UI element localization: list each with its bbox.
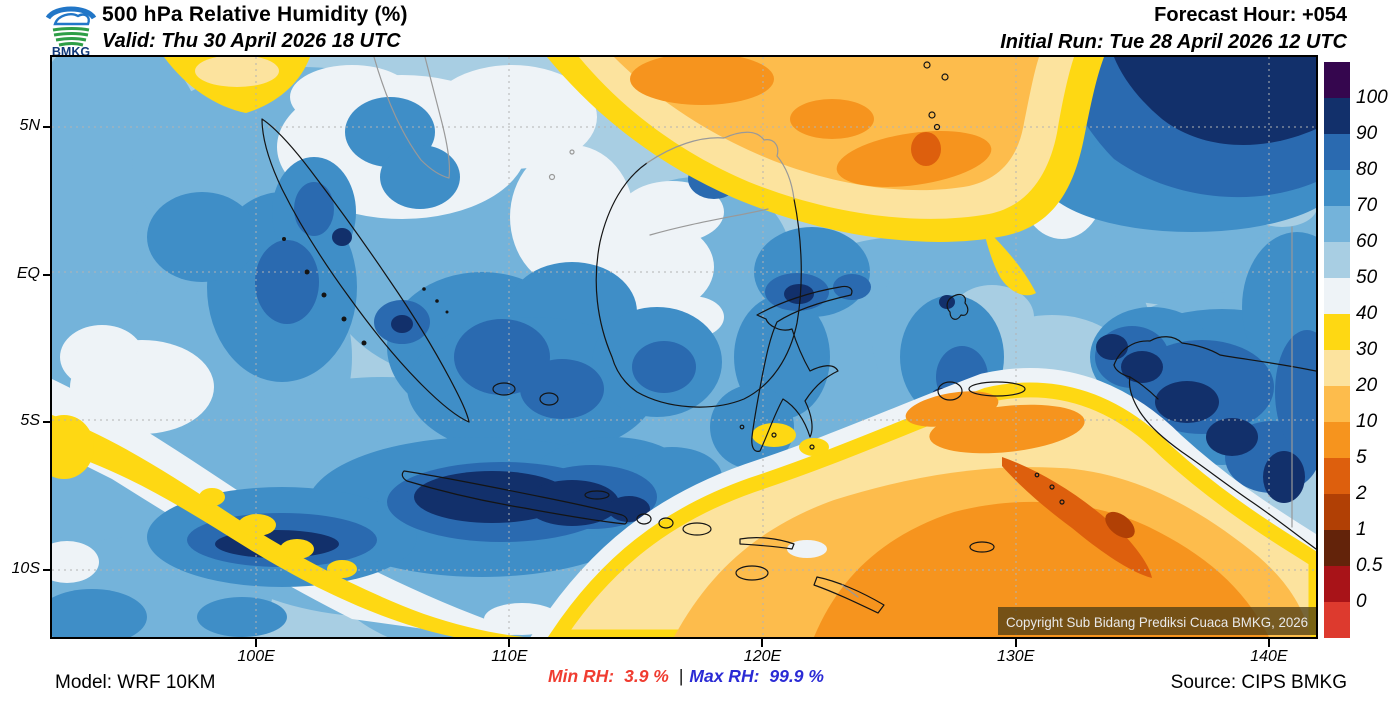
contour-fills bbox=[52, 57, 1316, 637]
coast-lombok bbox=[658, 517, 674, 529]
map-svg: Copyright Sub Bidang Prediksi Cuaca BMKG… bbox=[52, 57, 1316, 637]
coast-natuna bbox=[548, 149, 575, 181]
coast-sulawesi bbox=[751, 285, 853, 452]
lat-tick-label: 5S bbox=[20, 412, 40, 430]
colorbar-tick-label: 80 bbox=[1356, 159, 1378, 180]
border-timor bbox=[841, 584, 859, 598]
max-rh-label: Max RH: bbox=[689, 666, 760, 686]
coast-sumbawa bbox=[682, 522, 712, 536]
coast-islets-west-sumatra bbox=[282, 237, 449, 346]
coast-timor bbox=[813, 576, 885, 614]
page-title: 500 hPa Relative Humidity (%) bbox=[102, 3, 408, 26]
valid-time: Valid: Thu 30 April 2026 18 UTC bbox=[102, 30, 401, 52]
coast-flores bbox=[739, 537, 795, 550]
logo-waves bbox=[52, 27, 90, 47]
colorbar-segment bbox=[1324, 602, 1350, 638]
colorbar-tick-label: 70 bbox=[1356, 195, 1378, 216]
coast-buru bbox=[937, 381, 963, 401]
coast-papua-neck bbox=[1129, 376, 1159, 400]
colorbar-tick-label: 90 bbox=[1356, 123, 1378, 144]
coast-halmahera bbox=[946, 293, 969, 320]
initial-run: Initial Run: Tue 28 April 2026 12 UTC bbox=[1000, 31, 1347, 53]
coastlines bbox=[261, 57, 1316, 614]
lon-tick-mark bbox=[508, 639, 511, 647]
colorbar-segment bbox=[1324, 530, 1350, 566]
logo-cloud-arc bbox=[45, 6, 97, 20]
colorbar-tick-label: 0 bbox=[1356, 591, 1367, 612]
colorbar-tick-label: 100 bbox=[1356, 87, 1388, 108]
map-frame: Copyright Sub Bidang Prediksi Cuaca BMKG… bbox=[50, 55, 1318, 639]
colorbar-segment bbox=[1324, 278, 1350, 314]
colorbar-segment bbox=[1324, 98, 1350, 134]
logo-text: BMKG bbox=[52, 45, 90, 57]
colorbar-tick-label: 50 bbox=[1356, 267, 1378, 288]
colorbar-segment bbox=[1324, 62, 1350, 98]
lat-tick-mark bbox=[43, 421, 51, 424]
lon-tick-label: 140E bbox=[1250, 648, 1288, 665]
coast-papua-north bbox=[1113, 336, 1316, 372]
lat-tick-label: 5N bbox=[19, 116, 40, 134]
coast-small-islands bbox=[739, 61, 1065, 553]
colorbar bbox=[1324, 62, 1350, 638]
colorbar-tick-label: 0.5 bbox=[1356, 555, 1383, 576]
colorbar-tick-label: 20 bbox=[1356, 375, 1378, 396]
coast-sumatra bbox=[261, 118, 470, 423]
colorbar-segment bbox=[1324, 494, 1350, 530]
colorbar-segment bbox=[1324, 566, 1350, 602]
lon-tick-label: 100E bbox=[237, 648, 275, 665]
colorbar-segment bbox=[1324, 206, 1350, 242]
minmax-separator: | bbox=[678, 666, 684, 686]
min-rh-label: Min RH: bbox=[548, 666, 615, 686]
colorbar-tick-label: 1 bbox=[1356, 519, 1367, 540]
coast-seram bbox=[968, 381, 1026, 397]
lon-tick-label: 130E bbox=[997, 648, 1035, 665]
model-label: Model: WRF 10KM bbox=[55, 672, 216, 693]
colorbar-tick-label: 30 bbox=[1356, 339, 1378, 360]
colorbar-tick-label: 10 bbox=[1356, 411, 1378, 432]
lon-tick-label: 110E bbox=[491, 648, 528, 665]
colorbar-segment bbox=[1324, 134, 1350, 170]
coast-java bbox=[401, 470, 628, 525]
min-rh-value: 3.9 % bbox=[624, 666, 669, 686]
forecast-hour: Forecast Hour: +054 bbox=[1154, 4, 1347, 26]
lon-tick-mark bbox=[1014, 639, 1017, 647]
coast-sumba bbox=[735, 565, 769, 581]
colorbar-segment bbox=[1324, 170, 1350, 206]
max-rh-value: 99.9 % bbox=[769, 666, 824, 686]
bmkg-logo: BMKG bbox=[45, 6, 97, 57]
colorbar-segment bbox=[1324, 242, 1350, 278]
lat-tick-label: EQ bbox=[16, 264, 40, 282]
lon-tick-mark bbox=[761, 639, 764, 647]
colorbar-segment bbox=[1324, 458, 1350, 494]
minmax-rh: Min RH: 3.9 % | Max RH: 99.9 % bbox=[548, 666, 824, 687]
source-label: Source: CIPS BMKG bbox=[1170, 672, 1347, 693]
copyright-box: Copyright Sub Bidang Prediksi Cuaca BMKG… bbox=[998, 607, 1316, 635]
lat-tick-mark bbox=[43, 273, 51, 276]
colorbar-segment bbox=[1324, 422, 1350, 458]
lat-tick-mark bbox=[43, 568, 51, 571]
coast-malay-peninsula bbox=[373, 57, 451, 179]
border-kalimantan bbox=[649, 208, 769, 236]
coast-bali bbox=[636, 513, 652, 525]
copyright-text: Copyright Sub Bidang Prediksi Cuaca BMKG… bbox=[1006, 614, 1308, 630]
coast-borneo bbox=[595, 162, 802, 408]
logo-cloud bbox=[53, 13, 90, 26]
colorbar-segment bbox=[1324, 386, 1350, 422]
lon-tick-mark bbox=[1267, 639, 1270, 647]
colorbar-tick-label: 40 bbox=[1356, 303, 1378, 324]
colorbar-tick-label: 60 bbox=[1356, 231, 1378, 252]
coast-belitung bbox=[539, 392, 559, 406]
coast-bangka bbox=[492, 382, 516, 396]
coast-borneo-north bbox=[646, 131, 795, 200]
colorbar-segment bbox=[1324, 314, 1350, 350]
colorbar-tick-label: 2 bbox=[1356, 483, 1367, 504]
colorbar-tick-label: 5 bbox=[1356, 447, 1367, 468]
lon-tick-mark bbox=[255, 639, 258, 647]
lon-tick-label: 120E bbox=[743, 648, 782, 665]
colorbar-segment bbox=[1324, 350, 1350, 386]
lat-tick-mark bbox=[43, 125, 51, 128]
coast-madura bbox=[584, 490, 610, 500]
lat-tick-label: 10S bbox=[11, 559, 40, 577]
